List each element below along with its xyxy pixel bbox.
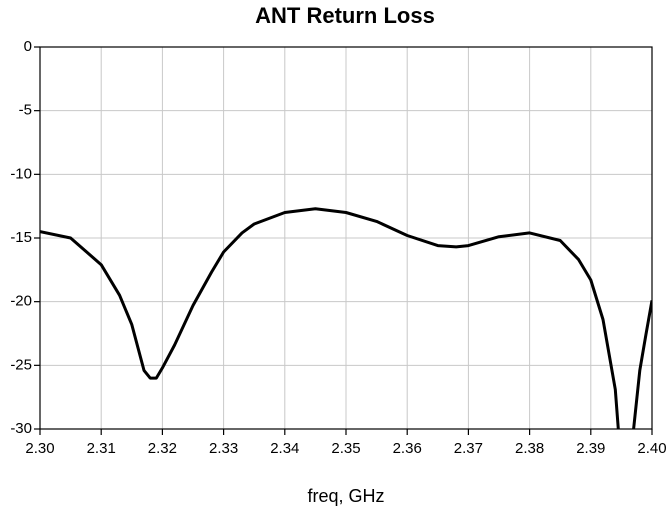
x-tick-label: 2.30	[25, 440, 54, 457]
y-tick-label: -15	[10, 229, 32, 246]
y-tick-label: -20	[10, 293, 32, 310]
y-tick-label: -5	[19, 102, 32, 119]
chart-title: ANT Return Loss	[255, 3, 435, 28]
x-tick-label: 2.39	[576, 440, 605, 457]
x-tick-label: 2.38	[515, 440, 544, 457]
x-tick-label: 2.37	[454, 440, 483, 457]
line-series	[40, 207, 652, 429]
x-axis-label: freq, GHz	[307, 486, 384, 506]
x-tick-label: 2.40	[637, 440, 666, 457]
x-tick-label: 2.33	[209, 440, 238, 457]
plot-frame	[39, 46, 653, 430]
y-tick-label: 0	[24, 38, 32, 55]
y-tick-label: -30	[10, 420, 32, 437]
x-tick-label: 2.32	[148, 440, 177, 457]
x-tick-label: 2.34	[270, 440, 299, 457]
x-tick-label: 2.31	[87, 440, 116, 457]
x-tick-label: 2.35	[331, 440, 360, 457]
x-tick-label: 2.36	[393, 440, 422, 457]
y-tick-label: -25	[10, 356, 32, 373]
y-tick-label: -10	[10, 165, 32, 182]
